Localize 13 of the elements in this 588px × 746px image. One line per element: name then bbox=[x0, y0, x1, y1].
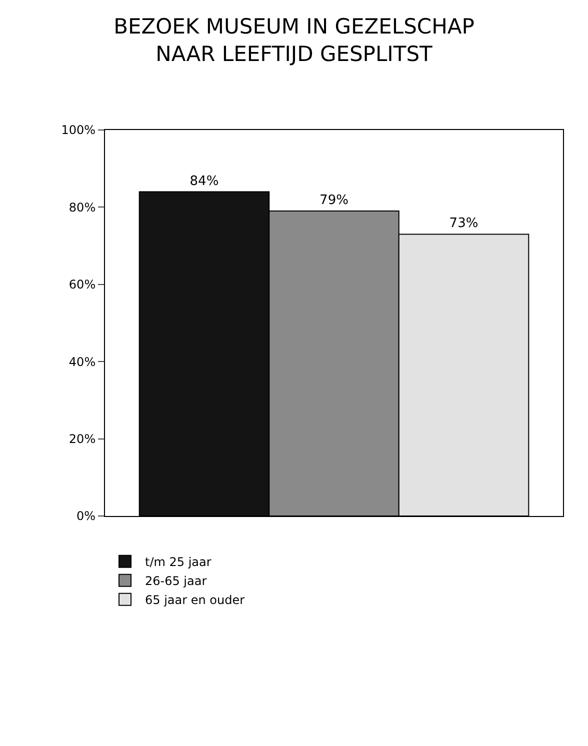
legend-label: 26-65 jaar bbox=[145, 574, 207, 588]
y-tick-label: 40% bbox=[68, 354, 96, 369]
data-label: 79% bbox=[320, 193, 348, 208]
y-tick-label: 80% bbox=[68, 200, 96, 214]
y-tick-label: 20% bbox=[68, 432, 96, 446]
chart-title: BEZOEK MUSEUM IN GEZELSCHAP NAAR LEEFTIJD GESPLITST bbox=[114, 14, 474, 66]
data-label: 84% bbox=[190, 174, 219, 189]
legend-label: 65 jaar en ouder bbox=[145, 593, 245, 608]
legend-label: t/m 25 jaar bbox=[145, 555, 212, 570]
y-tick-label: 0% bbox=[76, 509, 96, 524]
y-tick-label: 100% bbox=[61, 123, 96, 138]
y-tick-label: 60% bbox=[68, 278, 96, 292]
data-label: 73% bbox=[449, 216, 478, 232]
